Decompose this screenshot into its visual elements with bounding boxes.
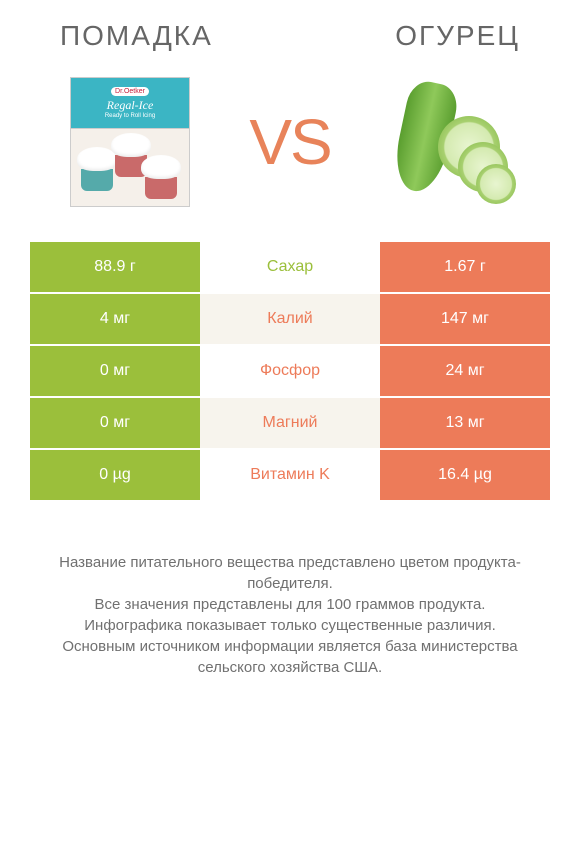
box-brand: Dr.Oetker: [111, 87, 149, 96]
vs-label: VS: [249, 105, 330, 179]
left-value-cell: 0 µg: [30, 450, 200, 500]
right-product-title: ОГУРЕЦ: [395, 20, 520, 52]
comparison-table: 88.9 гСахар1.67 г4 мгКалий147 мг0 мгФосф…: [30, 242, 550, 500]
nutrient-label-cell: Сахар: [200, 242, 380, 292]
footer-line: Название питательного вещества представл…: [30, 552, 550, 594]
nutrient-label-cell: Магний: [200, 398, 380, 448]
table-row: 4 мгКалий147 мг: [30, 294, 550, 344]
left-value-cell: 0 мг: [30, 346, 200, 396]
left-product-title: ПОМАДКА: [60, 20, 213, 52]
left-value-cell: 88.9 г: [30, 242, 200, 292]
icing-box-icon: Dr.Oetker Regal-Ice Ready to Roll Icing: [70, 77, 190, 207]
left-value-cell: 0 мг: [30, 398, 200, 448]
right-value-cell: 147 мг: [380, 294, 550, 344]
box-sub: Ready to Roll Icing: [105, 113, 155, 119]
footer-line: Инфографика показывает только существенн…: [30, 615, 550, 636]
cucumber-icon: [380, 72, 520, 212]
table-row: 0 мгМагний13 мг: [30, 398, 550, 448]
footer-notes: Название питательного вещества представл…: [0, 502, 580, 678]
nutrient-label-cell: Калий: [200, 294, 380, 344]
footer-line: Все значения представлены для 100 граммо…: [30, 594, 550, 615]
header: ПОМАДКА ОГУРЕЦ: [0, 0, 580, 62]
left-value-cell: 4 мг: [30, 294, 200, 344]
table-row: 88.9 гСахар1.67 г: [30, 242, 550, 292]
table-row: 0 µgВитамин K16.4 µg: [30, 450, 550, 500]
images-row: Dr.Oetker Regal-Ice Ready to Roll Icing …: [0, 62, 580, 242]
left-product-image: Dr.Oetker Regal-Ice Ready to Roll Icing: [60, 72, 200, 212]
right-value-cell: 24 мг: [380, 346, 550, 396]
right-value-cell: 1.67 г: [380, 242, 550, 292]
table-row: 0 мгФосфор24 мг: [30, 346, 550, 396]
right-product-image: [380, 72, 520, 212]
footer-line: Основным источником информации является …: [30, 636, 550, 678]
nutrient-label-cell: Витамин K: [200, 450, 380, 500]
nutrient-label-cell: Фосфор: [200, 346, 380, 396]
box-name: Regal-Ice: [107, 98, 154, 113]
right-value-cell: 16.4 µg: [380, 450, 550, 500]
right-value-cell: 13 мг: [380, 398, 550, 448]
